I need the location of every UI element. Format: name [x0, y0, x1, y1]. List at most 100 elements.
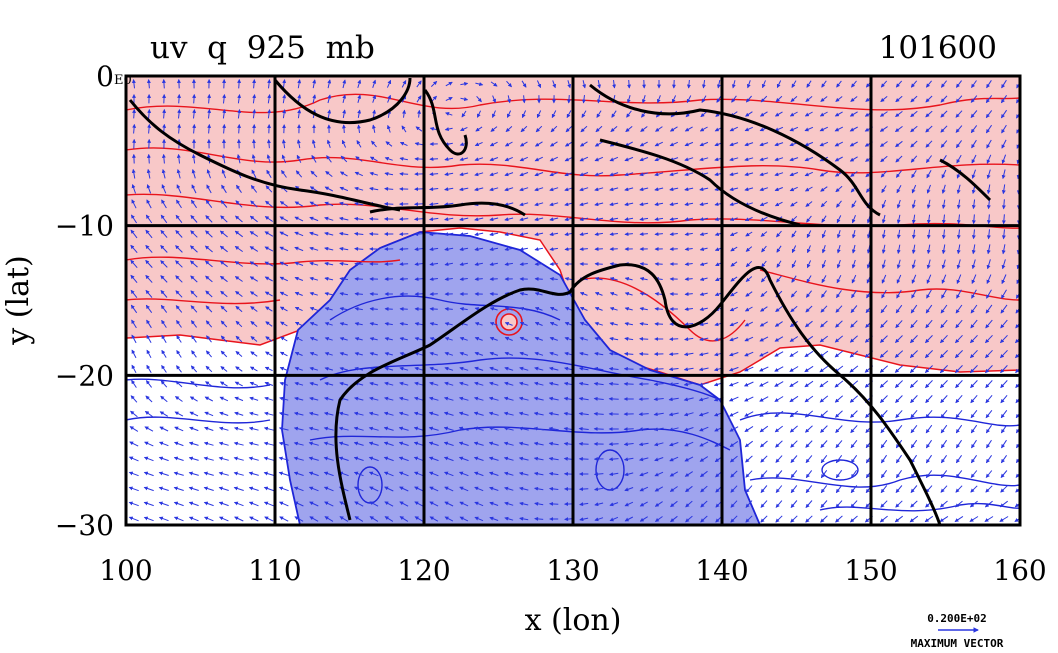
wind-vector — [896, 214, 901, 224]
wind-vector — [836, 215, 842, 224]
wind-vector — [387, 94, 392, 103]
wind-vector — [519, 232, 529, 237]
wind-vector — [490, 126, 498, 132]
wind-vector — [774, 111, 783, 117]
wind-vector — [834, 141, 844, 147]
wind-vector — [279, 246, 289, 252]
wind-vector — [731, 80, 736, 89]
wind-vector — [1000, 109, 1008, 119]
wind-vector — [926, 229, 931, 240]
wind-vector — [941, 259, 946, 270]
wind-vector — [444, 262, 453, 267]
wind-vector — [971, 80, 977, 89]
wind-vector — [519, 262, 528, 267]
wind-vector — [399, 141, 408, 147]
wind-vector — [986, 169, 991, 180]
wind-vector — [612, 80, 617, 89]
wind-vector — [911, 259, 916, 269]
wind-vector — [131, 168, 136, 179]
wind-vector — [161, 184, 167, 194]
wind-vector — [416, 95, 422, 103]
wind-vector — [669, 247, 678, 252]
wind-vector — [176, 168, 181, 179]
wind-vector — [175, 214, 183, 224]
wind-vector — [130, 214, 138, 224]
wind-vector — [835, 96, 843, 102]
wind-vector — [191, 153, 196, 164]
wind-vector — [699, 277, 708, 282]
wind-vector — [925, 125, 933, 133]
wind-vector — [265, 185, 273, 193]
wind-vector — [311, 154, 317, 163]
wind-vector — [192, 108, 197, 119]
wind-vector — [594, 141, 603, 147]
wind-vector — [429, 306, 438, 311]
wind-vector — [925, 110, 933, 118]
wind-vector — [190, 290, 198, 298]
wind-vector — [669, 187, 679, 192]
wind-vector — [624, 156, 634, 162]
wind-vector — [911, 184, 917, 194]
wind-vector — [881, 214, 886, 224]
wind-vector — [850, 96, 858, 102]
wind-vector — [309, 186, 318, 192]
wind-vector — [819, 111, 828, 117]
wind-vector — [220, 199, 228, 208]
wind-vector — [326, 139, 331, 148]
wind-vector — [219, 275, 228, 283]
wind-vector — [236, 154, 241, 164]
wind-vector — [386, 124, 391, 133]
wind-vector — [384, 156, 393, 161]
wind-vector — [926, 169, 932, 179]
wind-vector — [582, 80, 587, 89]
wind-vector — [941, 214, 946, 225]
wind-vector — [911, 274, 917, 284]
wind-vector — [594, 276, 603, 281]
wind-vector — [609, 187, 619, 192]
wind-vector — [327, 109, 332, 119]
wind-vector — [505, 126, 513, 133]
wind-vector — [639, 172, 649, 177]
wind-vector — [504, 217, 514, 222]
wind-vector — [205, 230, 213, 238]
wind-vector — [579, 156, 589, 162]
wind-vector — [1001, 154, 1007, 164]
wind-vector — [744, 157, 754, 162]
wind-vector — [474, 262, 483, 267]
wind-vector — [221, 169, 227, 179]
wind-vector — [971, 274, 977, 285]
x-axis-label: x (lon) — [525, 603, 622, 638]
wind-vector — [789, 111, 798, 117]
wind-vector — [235, 290, 243, 297]
wind-vector — [729, 217, 738, 222]
wind-vector — [639, 141, 648, 147]
wind-vector — [910, 80, 918, 88]
wind-vector — [851, 229, 856, 239]
wind-vector — [941, 184, 946, 194]
wind-vector — [686, 95, 692, 104]
wind-vector — [986, 139, 992, 149]
wind-vector — [249, 215, 258, 223]
wind-vector — [177, 93, 182, 104]
wind-vector — [821, 245, 826, 254]
wind-vector — [609, 261, 618, 266]
wind-vector — [222, 93, 227, 104]
wind-vector — [295, 170, 303, 178]
wind-vector — [566, 95, 571, 104]
wind-vector — [474, 141, 483, 147]
wind-vector — [489, 277, 498, 282]
wind-vector — [971, 214, 976, 225]
wind-vector — [309, 231, 319, 236]
wind-vector — [130, 289, 138, 299]
wind-vector — [356, 140, 362, 148]
wind-vector — [147, 123, 152, 134]
wind-vector — [669, 217, 678, 222]
wind-vector — [549, 247, 558, 252]
wind-vector — [609, 202, 619, 207]
wind-vector — [414, 141, 423, 146]
wind-vector — [219, 260, 228, 268]
wind-vector — [204, 245, 213, 253]
wind-vector — [459, 217, 469, 222]
wind-vector — [429, 187, 439, 192]
wind-vector — [971, 244, 976, 255]
